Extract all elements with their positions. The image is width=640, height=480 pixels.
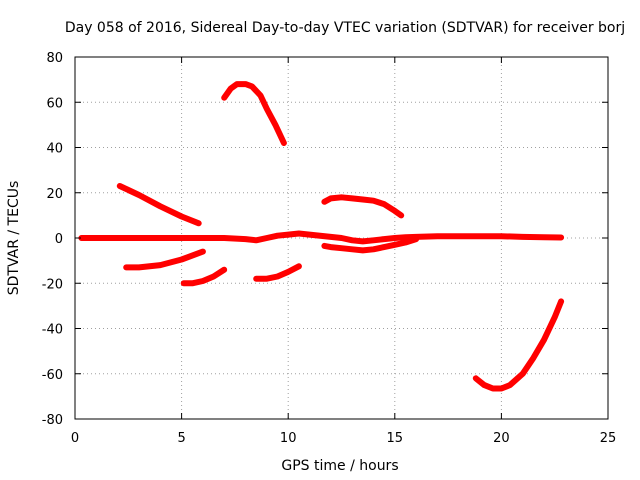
y-axis-label: SDTVAR / TECUs xyxy=(6,181,22,296)
y-tick-label: 0 xyxy=(55,232,63,247)
chart-title: Day 058 of 2016, Sidereal Day-to-day VTE… xyxy=(65,20,625,36)
x-axis-ticks: 0 5 10 15 20 25 xyxy=(71,57,616,446)
series-line xyxy=(321,236,420,254)
y-tick-label: -40 xyxy=(42,323,63,338)
series-line xyxy=(116,183,202,227)
series-line xyxy=(180,266,228,287)
y-tick-label: 80 xyxy=(46,51,63,66)
y-tick-label: 40 xyxy=(46,142,63,157)
y-tick-label: -20 xyxy=(42,277,63,292)
x-tick-label: 0 xyxy=(71,431,79,446)
x-tick-label: 25 xyxy=(600,431,617,446)
series-layer xyxy=(78,81,565,392)
series-line xyxy=(321,194,405,219)
series-line xyxy=(78,230,565,245)
y-tick-label: 20 xyxy=(46,187,63,202)
x-tick-label: 15 xyxy=(387,431,404,446)
series-line xyxy=(123,248,206,271)
x-tick-label: 10 xyxy=(280,431,297,446)
series-line xyxy=(253,263,302,282)
x-axis-label: GPS time / hours xyxy=(281,458,398,474)
y-axis-ticks: -80 -60 -40 -20 0 20 40 60 80 xyxy=(42,51,608,428)
y-tick-label: 60 xyxy=(46,96,63,111)
series-line xyxy=(472,298,565,392)
y-tick-label: -60 xyxy=(42,368,63,383)
y-tick-label: -80 xyxy=(42,413,63,428)
x-tick-label: 20 xyxy=(493,431,510,446)
x-tick-label: 5 xyxy=(177,431,185,446)
series-line xyxy=(221,81,287,146)
